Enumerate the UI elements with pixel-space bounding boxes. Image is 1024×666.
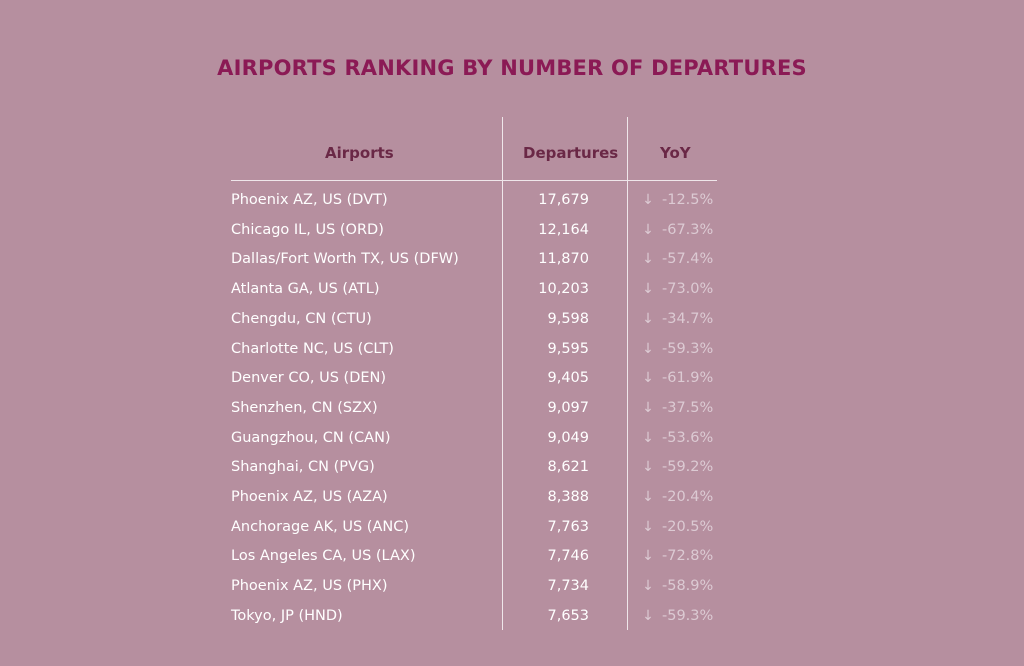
yoy-value: -59.3% [662,608,714,624]
down-arrow-icon: ↓ [642,400,654,416]
yoy-value: -20.5% [662,519,714,535]
down-arrow-icon: ↓ [642,608,654,624]
departures-value: 11,870 [538,251,589,267]
airport-name: Dallas/Fort Worth TX, US (DFW) [231,251,459,267]
airport-name: Los Angeles CA, US (LAX) [231,548,416,564]
down-arrow-icon: ↓ [642,548,654,564]
departures-value: 7,653 [547,608,589,624]
departures-value: 7,746 [547,548,589,564]
chart-title: AIRPORTS RANKING BY NUMBER OF DEPARTURES [217,56,807,80]
departures-value: 10,203 [538,281,589,297]
down-arrow-icon: ↓ [642,370,654,386]
departures-value: 7,734 [547,578,589,594]
down-arrow-icon: ↓ [642,222,654,238]
airport-name: Charlotte NC, US (CLT) [231,341,394,357]
down-arrow-icon: ↓ [642,251,654,267]
airport-name: Phoenix AZ, US (DVT) [231,192,388,208]
airport-name: Atlanta GA, US (ATL) [231,281,380,297]
down-arrow-icon: ↓ [642,519,654,535]
airport-name: Shenzhen, CN (SZX) [231,400,378,416]
yoy-value: -59.3% [662,341,714,357]
down-arrow-icon: ↓ [642,192,654,208]
column-divider-left [502,117,503,630]
yoy-value: -67.3% [662,222,714,238]
airport-name: Denver CO, US (DEN) [231,370,387,386]
airport-name: Phoenix AZ, US (AZA) [231,489,388,505]
departures-value: 9,097 [547,400,589,416]
yoy-value: -57.4% [662,251,714,267]
airport-name: Chengdu, CN (CTU) [231,311,372,327]
down-arrow-icon: ↓ [642,311,654,327]
header-divider [231,180,717,181]
yoy-value: -37.5% [662,400,714,416]
airport-name: Shanghai, CN (PVG) [231,459,375,475]
departures-value: 9,405 [547,370,589,386]
departures-value: 9,049 [547,430,589,446]
column-divider-right [627,117,628,630]
departures-value: 8,388 [547,489,589,505]
yoy-value: -34.7% [662,311,714,327]
yoy-value: -12.5% [662,192,714,208]
yoy-value: -20.4% [662,489,714,505]
column-header-airports: Airports [325,144,394,162]
departures-value: 8,621 [547,459,589,475]
departures-value: 9,598 [547,311,589,327]
down-arrow-icon: ↓ [642,341,654,357]
departures-value: 9,595 [547,341,589,357]
down-arrow-icon: ↓ [642,578,654,594]
airport-name: Chicago IL, US (ORD) [231,222,384,238]
airport-name: Phoenix AZ, US (PHX) [231,578,388,594]
airport-name: Guangzhou, CN (CAN) [231,430,391,446]
down-arrow-icon: ↓ [642,459,654,475]
yoy-value: -59.2% [662,459,714,475]
down-arrow-icon: ↓ [642,430,654,446]
airport-name: Tokyo, JP (HND) [231,608,343,624]
down-arrow-icon: ↓ [642,281,654,297]
yoy-value: -53.6% [662,430,714,446]
yoy-value: -58.9% [662,578,714,594]
down-arrow-icon: ↓ [642,489,654,505]
airport-name: Anchorage AK, US (ANC) [231,519,410,535]
yoy-value: -61.9% [662,370,714,386]
yoy-value: -72.8% [662,548,714,564]
departures-value: 17,679 [538,192,589,208]
departures-value: 7,763 [547,519,589,535]
column-header-departures: Departures [523,144,619,162]
departures-value: 12,164 [538,222,589,238]
yoy-value: -73.0% [662,281,714,297]
column-header-yoy: YoY [660,144,691,162]
